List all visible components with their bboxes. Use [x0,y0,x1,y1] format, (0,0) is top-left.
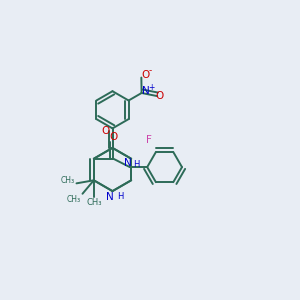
Text: H: H [133,160,140,169]
Text: O: O [155,91,164,101]
Text: N: N [106,191,113,202]
Text: +: + [148,83,154,92]
Text: H: H [117,192,123,201]
Text: O: O [109,132,117,142]
Text: O: O [142,70,150,80]
Text: CH₃: CH₃ [67,195,81,204]
Text: N: N [142,86,150,97]
Text: -: - [149,66,152,75]
Text: CH₃: CH₃ [61,176,75,185]
Text: O: O [101,126,109,136]
Text: CH₃: CH₃ [86,198,101,207]
Text: N: N [124,158,132,168]
Text: F: F [146,135,152,145]
